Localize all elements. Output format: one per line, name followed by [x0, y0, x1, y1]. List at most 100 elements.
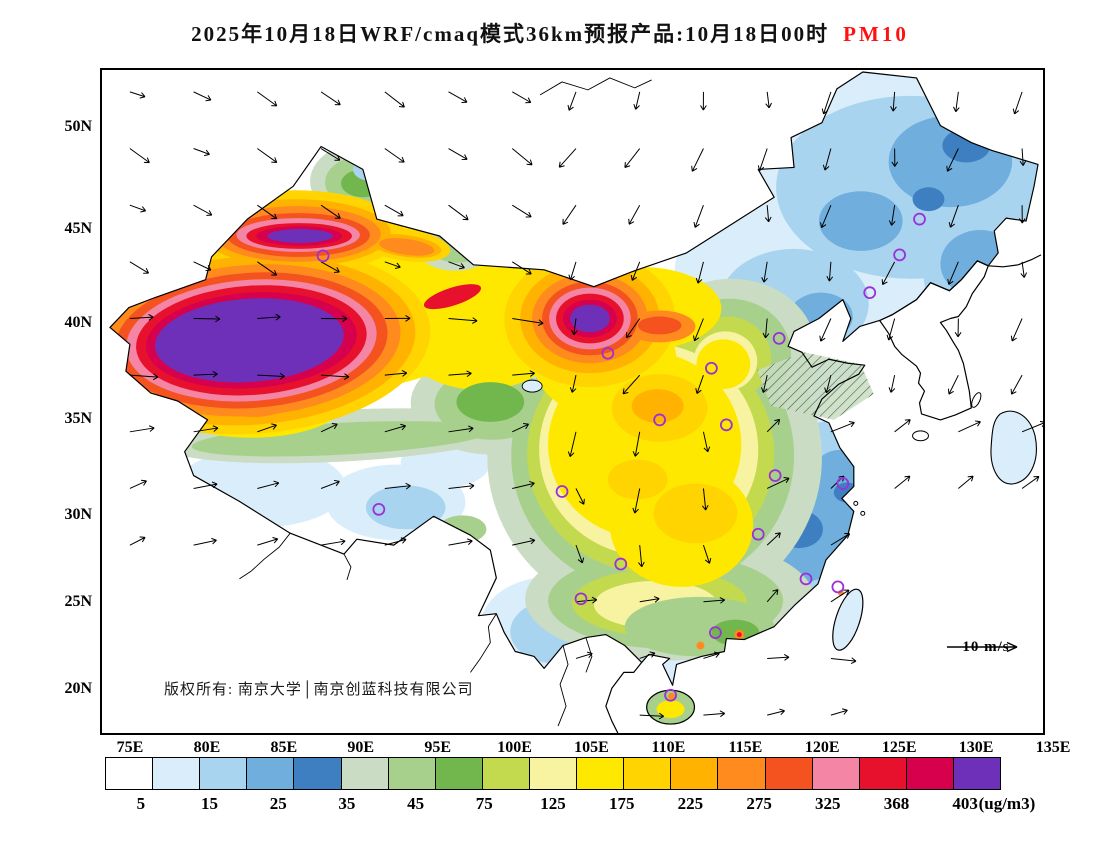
wind-arrow [702, 544, 712, 564]
wind-arrow [320, 204, 341, 219]
wind-arrow [129, 91, 146, 99]
colorbar-cell [247, 758, 295, 789]
wind-arrow [702, 431, 711, 453]
lon-tick-label: 105E [574, 739, 609, 756]
wind-arrow [129, 204, 147, 213]
wind-arrow [448, 317, 478, 324]
colorbar-tick-label: 225 [677, 794, 704, 813]
wind-arrow [830, 657, 857, 664]
wind-arrow [692, 318, 704, 342]
wind-arrow [830, 589, 850, 603]
station-marker [601, 346, 615, 360]
wind-arrow [822, 148, 832, 171]
colorbar-cell [435, 758, 483, 789]
wind-arrow [562, 204, 577, 225]
wind-arrow [384, 91, 405, 108]
wind-arrow [257, 313, 281, 321]
colorbar-cell [812, 758, 860, 789]
lon-tick-label: 100E [497, 739, 532, 756]
wind-arrow [703, 597, 726, 604]
wind-arrow [320, 91, 341, 106]
wind-arrow [129, 148, 150, 164]
lat-tick-label: 45N [64, 220, 92, 237]
wind-arrow [129, 373, 159, 381]
colorbar-cell [294, 758, 342, 789]
china-pm10-contour-map [109, 71, 1043, 733]
lon-tick-label: 130E [958, 739, 994, 756]
wind-arrow [830, 708, 848, 716]
wind-arrow [571, 318, 578, 336]
station-marker [831, 580, 845, 594]
wind-arrow [193, 261, 212, 272]
colorbar-tick-label: 45 [407, 794, 425, 813]
wind-arrow [1018, 205, 1026, 224]
colorbar-tick-label: 5 [136, 794, 146, 813]
colorbar-tick-label: 25 [269, 794, 287, 813]
lon-tick-label: 90E [347, 739, 375, 756]
station-marker [799, 572, 813, 586]
wind-arrow [448, 482, 475, 490]
wind-arrow [638, 545, 645, 568]
lat-tick-label: 50N [64, 118, 92, 135]
wind-arrow [384, 261, 401, 269]
wind-arrow [824, 375, 832, 394]
wind-arrow [1021, 475, 1040, 489]
wind-arrow [632, 488, 641, 514]
wind-arrow [193, 537, 217, 546]
wind-arrow [257, 91, 278, 107]
wind-arrow [767, 654, 790, 661]
wind-arrow [630, 261, 641, 281]
wind-arrow [569, 375, 577, 393]
wind-arrow [193, 204, 213, 216]
wind-arrow [568, 261, 577, 281]
wind-arrow [320, 479, 340, 489]
pm10-fill-layer [109, 71, 1039, 686]
colorbar-tick-label: 75 [475, 794, 493, 813]
lon-tick-label: 95E [424, 739, 452, 756]
kyushu-island [990, 410, 1037, 485]
wind-arrow [384, 537, 407, 546]
wind-arrow [512, 480, 535, 489]
wind-arrow [954, 318, 962, 338]
station-marker [772, 332, 786, 345]
station-marker [893, 248, 906, 262]
colorbar-cell [153, 758, 201, 789]
colorbar-tick-label: 275 [746, 794, 772, 813]
wind-arrow [701, 488, 709, 511]
colorbar-cell [106, 758, 154, 789]
wind-arrow [947, 261, 959, 285]
wind-arrow [888, 205, 896, 226]
station-marker [705, 361, 718, 375]
wind-arrow [762, 318, 770, 339]
wind-arrow [761, 261, 768, 283]
wind-arrow [703, 651, 720, 659]
wind-arrow [947, 374, 959, 395]
lon-tick-label: 115E [728, 739, 763, 756]
wind-vector-layer [129, 91, 1043, 720]
colorbar-tick-label: 35 [338, 794, 356, 813]
wind-arrow [129, 261, 150, 274]
wind-arrow [257, 148, 278, 163]
tsushima-island [971, 392, 982, 408]
wind-arrow [575, 651, 593, 659]
wind-arrow [1019, 148, 1027, 166]
wind-arrow [567, 91, 577, 111]
station-marker [664, 688, 677, 702]
wind-arrow [953, 91, 960, 113]
taiwan-island [832, 588, 864, 651]
wind-arrow [894, 475, 911, 489]
colorbar-tick-label: 15 [201, 794, 219, 813]
wind-arrow [129, 536, 146, 546]
station-marker [719, 418, 733, 432]
title-species: PM10 [843, 22, 909, 46]
colorbar-cell [765, 758, 813, 789]
station-marker [768, 469, 782, 482]
wind-arrow [384, 204, 404, 217]
wind-arrow [625, 318, 641, 339]
wind-arrow [764, 205, 772, 223]
islands [646, 392, 1037, 725]
wind-arrow [384, 148, 405, 163]
wind-arrow [448, 538, 473, 546]
wind-arrow [946, 148, 959, 172]
